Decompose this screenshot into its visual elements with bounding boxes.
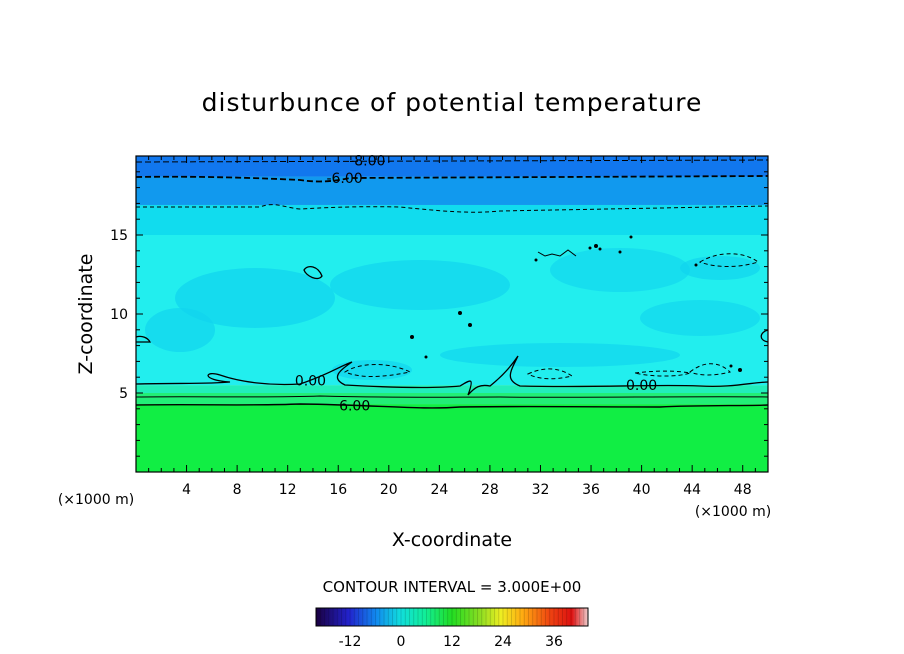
field-patch — [680, 256, 760, 280]
y-tick-label: 15 — [110, 228, 128, 244]
contour-line — [136, 204, 769, 213]
chart-title: disturbunce of potential temperature — [202, 88, 703, 117]
x-tick-label: 48 — [734, 482, 752, 498]
field-band — [136, 176, 768, 205]
contour-island — [618, 250, 622, 254]
colorbar-tick-label: 0 — [397, 634, 406, 650]
field-band — [136, 404, 768, 472]
contour-label: 6.00 — [339, 399, 370, 415]
x-tick-label: 36 — [582, 482, 600, 498]
contour-line — [135, 335, 152, 343]
field-band — [136, 204, 768, 235]
contour-line — [135, 395, 769, 398]
field-patches — [145, 248, 760, 380]
contour-label: -6.00 — [326, 171, 362, 187]
contour-line — [343, 364, 412, 377]
x-tick-label: 40 — [633, 482, 651, 498]
colorbar-frame — [315, 607, 589, 627]
x-tick-label: 32 — [532, 482, 550, 498]
contour-label: 0.00 — [626, 378, 657, 394]
colorbar-steps — [319, 608, 585, 626]
y-tick-label: 5 — [119, 386, 128, 402]
colorbar-tick-label: 12 — [443, 634, 461, 650]
x-tick-label: 4 — [182, 482, 191, 498]
colorbar-fill — [316, 608, 588, 626]
contour-label: 0.00 — [295, 373, 326, 389]
contour-interval-label: CONTOUR INTERVAL = 3.000E+00 — [323, 578, 582, 596]
contour-island — [410, 335, 414, 339]
contour-island — [729, 364, 733, 368]
contour-line — [135, 355, 769, 396]
x-tick-label: 8 — [233, 482, 242, 498]
y-axis-label: Z-coordinate — [75, 254, 97, 375]
contour-island — [458, 311, 462, 315]
colorbar-tick-label: -12 — [339, 634, 362, 650]
x-tick-label: 20 — [380, 482, 398, 498]
x-tick-label: 24 — [430, 482, 448, 498]
contour-line — [537, 249, 577, 257]
contour-island — [738, 368, 742, 372]
contour-line — [634, 370, 692, 377]
field-patch — [440, 343, 680, 367]
contour-line — [135, 403, 769, 409]
field-band — [136, 385, 768, 393]
contour-island — [629, 235, 633, 239]
contour-line — [526, 368, 574, 380]
x-axis-label: X-coordinate — [392, 529, 512, 551]
contour-line — [760, 329, 769, 343]
x-tick-label: 12 — [279, 482, 297, 498]
x-axis: 4 8 12 16 20 24 28 32 36 40 44 48 — [148, 156, 756, 498]
field-patch — [640, 300, 760, 336]
colorbar-tick-label: 24 — [494, 634, 512, 650]
x-unit-label-left: (×1000 m) — [58, 492, 134, 508]
y-axis: 5 10 15 — [110, 171, 768, 457]
field-patch — [330, 260, 510, 310]
contour-island — [594, 244, 598, 248]
contour-line — [689, 363, 731, 376]
contour-island — [534, 258, 538, 262]
contour-island — [468, 323, 472, 327]
y-tick-label: 10 — [110, 307, 128, 323]
contour-island — [588, 246, 592, 250]
x-unit-label-right: (×1000 m) — [695, 504, 771, 520]
contour-island — [598, 247, 602, 251]
contour-lines — [135, 159, 769, 409]
field-patch — [550, 248, 690, 292]
contour-islands — [410, 235, 742, 372]
x-tick-label: 44 — [683, 482, 701, 498]
field-patch — [145, 308, 215, 352]
contour-labels: -6.00-8.000.00 0.006.00 — [295, 154, 657, 415]
contour-island — [694, 263, 698, 267]
colorbar: -12 0 12 24 36 — [315, 607, 589, 650]
field-patch — [175, 268, 335, 328]
contour-line — [135, 159, 769, 163]
contour-island — [424, 355, 428, 359]
plot-area: -6.00-8.000.00 0.006.00 — [135, 154, 769, 473]
x-tick-label: 16 — [329, 482, 347, 498]
x-tick-label: 28 — [481, 482, 499, 498]
field-patch — [332, 360, 412, 380]
colorbar-tick-label: 36 — [545, 634, 563, 650]
field-band — [136, 393, 768, 405]
contour-line — [135, 175, 769, 183]
contour-line — [303, 265, 323, 280]
colorbar-ticks: -12 0 12 24 36 — [339, 634, 563, 650]
